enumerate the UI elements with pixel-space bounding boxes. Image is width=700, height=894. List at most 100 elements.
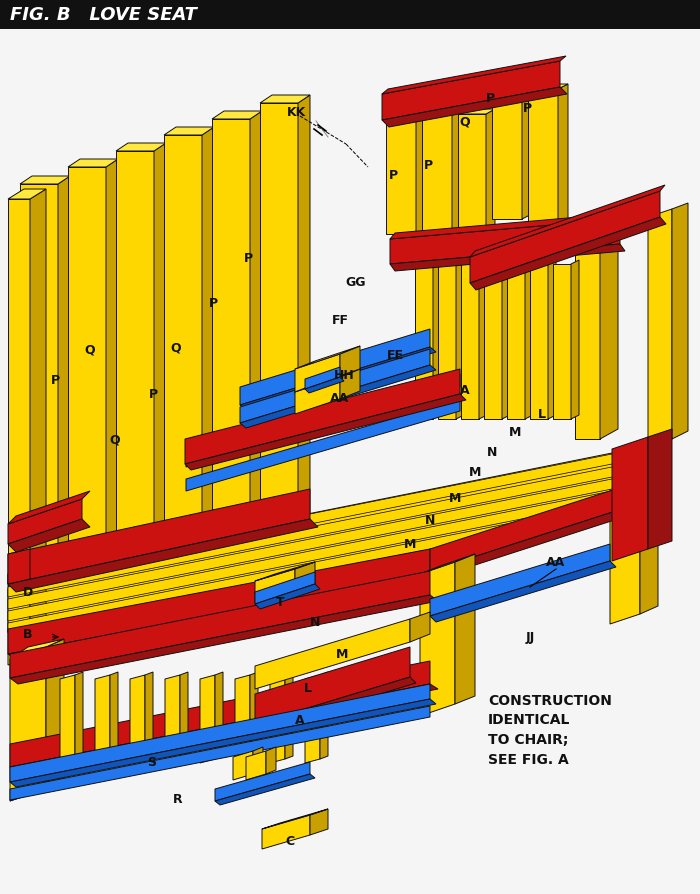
Polygon shape (10, 639, 64, 659)
Polygon shape (295, 369, 360, 392)
Polygon shape (212, 112, 262, 120)
Polygon shape (522, 75, 532, 220)
Polygon shape (340, 347, 360, 380)
Polygon shape (305, 367, 340, 390)
Polygon shape (10, 571, 430, 679)
Polygon shape (145, 672, 153, 759)
Polygon shape (60, 675, 75, 763)
Polygon shape (571, 261, 579, 419)
Polygon shape (240, 330, 430, 406)
Polygon shape (215, 672, 223, 759)
Polygon shape (270, 675, 285, 763)
Text: M: M (449, 491, 461, 504)
Polygon shape (246, 751, 266, 780)
Text: Q: Q (85, 343, 95, 356)
Text: P: P (209, 296, 218, 309)
Polygon shape (553, 265, 571, 419)
Polygon shape (10, 684, 430, 782)
Polygon shape (260, 104, 298, 550)
Polygon shape (386, 95, 416, 235)
Polygon shape (30, 190, 46, 589)
Polygon shape (8, 584, 30, 665)
Polygon shape (610, 477, 640, 624)
Text: M: M (509, 425, 522, 438)
Polygon shape (622, 495, 636, 511)
Polygon shape (295, 347, 360, 369)
Polygon shape (390, 245, 625, 272)
Text: S: S (148, 755, 157, 768)
Text: M: M (469, 465, 481, 478)
Polygon shape (200, 675, 215, 763)
Polygon shape (558, 85, 568, 230)
Polygon shape (106, 160, 118, 581)
Text: P: P (50, 373, 60, 386)
Polygon shape (10, 647, 46, 801)
Polygon shape (10, 780, 64, 799)
Text: JJ: JJ (526, 631, 535, 644)
Polygon shape (186, 400, 460, 492)
Text: HH: HH (334, 368, 354, 381)
Polygon shape (502, 261, 510, 419)
Polygon shape (458, 114, 486, 255)
Text: Q: Q (110, 433, 120, 446)
Polygon shape (130, 675, 145, 763)
Polygon shape (250, 112, 262, 557)
Polygon shape (672, 204, 688, 440)
Polygon shape (525, 261, 533, 419)
Text: B: B (23, 628, 33, 641)
Polygon shape (255, 647, 410, 724)
Text: FIG. B   LOVE SEAT: FIG. B LOVE SEAT (10, 6, 197, 24)
Polygon shape (470, 218, 666, 291)
Polygon shape (215, 774, 315, 805)
Text: M: M (336, 648, 348, 661)
Polygon shape (295, 377, 340, 415)
Polygon shape (260, 96, 310, 104)
Polygon shape (255, 585, 320, 610)
Polygon shape (20, 185, 58, 589)
Polygon shape (58, 177, 70, 589)
Polygon shape (68, 160, 118, 168)
Polygon shape (116, 144, 166, 152)
Polygon shape (10, 595, 438, 684)
Polygon shape (8, 519, 90, 552)
Text: L: L (304, 680, 312, 694)
Polygon shape (410, 612, 430, 642)
Polygon shape (10, 706, 430, 800)
Polygon shape (250, 672, 258, 759)
Polygon shape (648, 210, 672, 448)
Polygon shape (430, 510, 630, 578)
Polygon shape (68, 168, 106, 581)
Polygon shape (8, 500, 82, 544)
Polygon shape (0, 0, 700, 30)
Polygon shape (530, 265, 548, 419)
Polygon shape (470, 192, 660, 283)
Polygon shape (461, 265, 479, 419)
Polygon shape (305, 377, 344, 393)
Polygon shape (507, 265, 525, 419)
Polygon shape (528, 85, 568, 90)
Polygon shape (492, 80, 522, 220)
Polygon shape (116, 152, 154, 573)
Polygon shape (212, 120, 250, 557)
Polygon shape (486, 110, 495, 255)
Polygon shape (416, 90, 426, 235)
Polygon shape (438, 265, 456, 419)
Polygon shape (8, 550, 430, 654)
Polygon shape (8, 489, 622, 621)
Polygon shape (456, 261, 464, 419)
Polygon shape (382, 62, 560, 121)
Polygon shape (235, 675, 250, 763)
Polygon shape (305, 675, 320, 763)
Polygon shape (215, 763, 310, 801)
Polygon shape (255, 572, 315, 604)
Polygon shape (164, 128, 214, 136)
Polygon shape (433, 261, 441, 419)
Polygon shape (415, 265, 433, 419)
Polygon shape (640, 469, 658, 614)
Text: Q: Q (460, 115, 470, 129)
Text: GG: GG (346, 275, 366, 288)
Text: C: C (286, 835, 295, 848)
Text: P: P (424, 158, 433, 172)
Polygon shape (455, 554, 475, 704)
Text: L: L (538, 408, 546, 421)
